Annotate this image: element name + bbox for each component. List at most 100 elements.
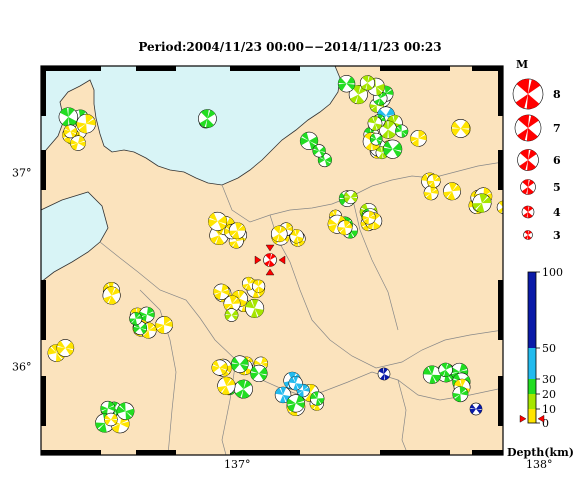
earthquake-symbol bbox=[234, 379, 253, 399]
earthquake-symbol bbox=[213, 283, 230, 300]
earthquake-symbol bbox=[56, 339, 75, 357]
earthquake-symbol bbox=[102, 286, 121, 305]
earthquake-symbol bbox=[296, 383, 310, 398]
earthquake-symbol bbox=[310, 391, 325, 406]
magnitude-legend-label: 4 bbox=[553, 206, 561, 219]
highlight-pointer-icon bbox=[278, 255, 286, 265]
earthquake-symbol bbox=[245, 298, 265, 318]
magnitude-legend-label: 7 bbox=[553, 122, 561, 135]
frame-tick-bar bbox=[41, 66, 46, 116]
lon-tick-label: 137° bbox=[224, 458, 251, 471]
earthquake-symbol bbox=[252, 279, 266, 293]
earthquake-symbol bbox=[100, 400, 116, 416]
map-area bbox=[41, 66, 503, 455]
depth-color-band bbox=[528, 394, 536, 409]
earthquake-symbol bbox=[224, 308, 239, 322]
earthquake-symbol bbox=[138, 306, 155, 323]
depth-scale: Depth(km) 100 50 30 20 100 bbox=[507, 266, 574, 459]
earthquake-symbol bbox=[343, 190, 358, 205]
earthquake-symbol bbox=[443, 182, 462, 201]
magnitude-legend-label: 5 bbox=[553, 181, 561, 194]
frame-tick-bar bbox=[230, 450, 300, 455]
earthquake-symbol bbox=[337, 220, 353, 236]
coastline-south bbox=[41, 191, 109, 283]
frame-tick-bar bbox=[498, 376, 503, 426]
magnitude-legend-label: 8 bbox=[553, 88, 561, 101]
sea-area bbox=[41, 66, 340, 185]
earthquake-symbol bbox=[299, 131, 319, 150]
frame-tick-bar bbox=[380, 66, 450, 71]
earthquake-symbol bbox=[438, 362, 453, 378]
magnitude-legend-symbol bbox=[523, 230, 533, 240]
earthquake-symbol bbox=[116, 402, 135, 420]
frame-tick-bar bbox=[41, 66, 101, 71]
axis-labels: 37°36°137°138°139° bbox=[12, 167, 553, 471]
earthquake-symbol bbox=[496, 200, 503, 214]
magnitude-legend-symbol bbox=[517, 149, 539, 171]
earthquake-symbol bbox=[451, 119, 471, 138]
frame-tick-bar bbox=[472, 66, 503, 71]
frame-tick-bar bbox=[41, 280, 46, 340]
earthquake-symbol bbox=[211, 359, 228, 376]
frame-ticks bbox=[41, 66, 503, 455]
depth-tick-label: 0 bbox=[542, 417, 549, 430]
earthquake-symbol bbox=[228, 222, 246, 240]
highlighted-event-symbol bbox=[263, 253, 277, 267]
frame-tick-bar bbox=[41, 376, 46, 426]
frame-tick-bar bbox=[498, 280, 503, 340]
depth-tick-label: 20 bbox=[542, 388, 556, 401]
depth-tick-label: 100 bbox=[542, 266, 563, 279]
earthquake-symbol bbox=[377, 367, 391, 381]
earthquake-symbol bbox=[369, 132, 383, 146]
earthquake-symbol bbox=[104, 412, 118, 427]
magnitude-legend-symbol bbox=[512, 78, 544, 110]
frame-tick-bar bbox=[230, 66, 300, 71]
earthquake-symbol bbox=[337, 75, 356, 93]
earthquake-symbol bbox=[289, 229, 304, 244]
earthquake-symbol bbox=[469, 402, 483, 416]
earthquake-symbol bbox=[76, 113, 96, 134]
coastline bbox=[41, 66, 341, 186]
magnitude-legend-symbol bbox=[520, 179, 536, 195]
magnitude-legend-symbol bbox=[514, 114, 542, 142]
depth-tick-label: 30 bbox=[542, 373, 556, 386]
earthquake-symbol bbox=[312, 144, 326, 158]
lat-tick-label: 36° bbox=[12, 361, 32, 374]
map-title: Period:2004/11/23 00:00−−2014/11/23 00:2… bbox=[138, 40, 442, 54]
earthquake-symbol bbox=[223, 295, 241, 313]
depth-color-band bbox=[528, 409, 536, 423]
earthquake-symbol bbox=[241, 276, 256, 291]
earthquake-symbol bbox=[367, 116, 383, 131]
earthquake-symbol bbox=[70, 135, 86, 151]
earthquake-symbol bbox=[270, 225, 288, 243]
earthquake-symbol bbox=[250, 364, 268, 383]
frame-tick-bar bbox=[498, 66, 503, 116]
earthquake-symbol bbox=[395, 124, 409, 138]
depth-marker-left-icon bbox=[519, 414, 527, 423]
highlight-pointer-icon bbox=[265, 244, 275, 252]
depth-marker-right-icon bbox=[537, 414, 545, 423]
earthquake-symbol bbox=[58, 107, 79, 127]
depth-scale-frame bbox=[527, 271, 537, 424]
earthquake-symbol bbox=[472, 193, 492, 213]
highlight-pointer-icon bbox=[265, 268, 275, 276]
earthquake-symbol bbox=[155, 316, 173, 334]
earthquake-symbol bbox=[217, 376, 236, 395]
earthquake-symbol bbox=[422, 365, 442, 384]
magnitude-legend-symbol bbox=[521, 205, 535, 219]
lon-tick-label: 138° bbox=[526, 458, 553, 471]
earthquake-symbol bbox=[286, 394, 305, 413]
frame-tick-bar bbox=[380, 450, 450, 455]
earthquake-symbol bbox=[359, 75, 376, 91]
earthquake-symbol bbox=[129, 312, 143, 326]
frame-tick-bar bbox=[472, 450, 503, 455]
depth-color-band bbox=[528, 272, 536, 348]
depth-tick-label: 50 bbox=[542, 342, 556, 355]
earthquake-symbol bbox=[288, 376, 303, 391]
earthquake-symbol bbox=[410, 129, 427, 147]
lat-tick-label: 37° bbox=[12, 167, 32, 180]
earthquake-symbol bbox=[63, 124, 78, 139]
earthquake-symbol bbox=[231, 355, 249, 373]
highlight-pointer-icon bbox=[254, 255, 262, 265]
